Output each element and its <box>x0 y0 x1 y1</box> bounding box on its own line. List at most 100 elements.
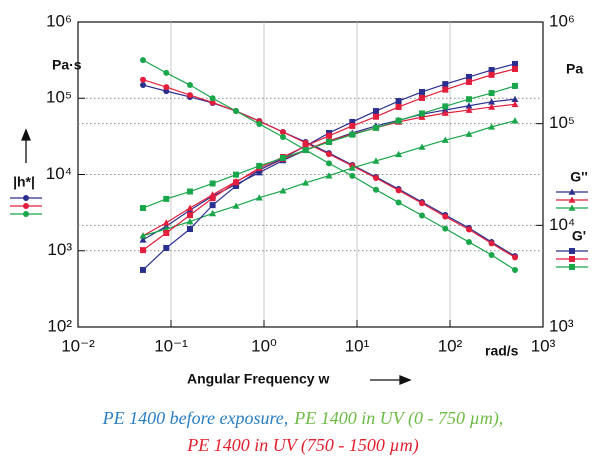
marker <box>395 187 402 194</box>
marker <box>419 88 426 95</box>
marker <box>488 98 496 105</box>
marker <box>372 186 379 193</box>
marker <box>326 132 333 139</box>
marker <box>302 179 310 186</box>
marker <box>395 103 402 110</box>
marker <box>256 120 263 127</box>
marker <box>441 136 449 143</box>
marker <box>186 188 193 195</box>
marker <box>488 251 495 258</box>
marker <box>465 106 473 113</box>
marker <box>186 204 194 211</box>
marker <box>279 187 287 194</box>
marker <box>349 118 356 125</box>
x-tick-label: 10⁻¹ <box>154 336 188 355</box>
x-arrow <box>370 375 412 385</box>
marker <box>465 130 473 137</box>
marker <box>140 266 147 273</box>
marker <box>442 103 449 110</box>
legend-marker <box>569 264 575 270</box>
marker <box>488 123 496 130</box>
marker <box>419 200 426 207</box>
marker <box>325 172 333 179</box>
marker <box>372 108 379 115</box>
marker <box>255 194 263 201</box>
y2-tick-label: 10⁶ <box>549 11 575 30</box>
y-tick-label: 10² <box>47 316 72 335</box>
marker <box>209 209 217 217</box>
marker <box>511 95 519 103</box>
legend-label: G' <box>572 228 586 244</box>
marker <box>139 236 147 243</box>
marker <box>512 254 519 261</box>
series-line <box>142 84 516 257</box>
marker <box>256 162 263 169</box>
x-tick-label: 10² <box>438 336 463 355</box>
marker <box>465 239 472 246</box>
caption-part: PE 1400 in UV (750 - 1500 µm) <box>186 435 419 456</box>
marker <box>326 151 333 158</box>
marker <box>512 65 519 72</box>
marker <box>140 76 147 83</box>
marker <box>512 266 519 273</box>
marker <box>209 195 216 202</box>
y-tick-label: 10⁴ <box>46 164 72 183</box>
marker <box>209 99 216 106</box>
y-tick-label: 10³ <box>47 240 72 259</box>
legend-marker <box>568 196 576 203</box>
marker <box>209 180 216 187</box>
marker <box>279 134 286 141</box>
marker <box>186 226 193 233</box>
marker <box>441 109 449 116</box>
marker <box>372 113 379 120</box>
y2-tick-label: 10⁵ <box>549 113 575 132</box>
marker <box>163 244 170 251</box>
marker <box>348 164 356 171</box>
legend-marker <box>568 204 576 211</box>
legend-marker <box>569 256 575 262</box>
y2-unit: Pa <box>566 61 583 77</box>
marker <box>186 82 193 89</box>
marker <box>233 171 240 178</box>
marker <box>418 113 426 120</box>
marker <box>232 202 240 209</box>
x-tick-label: 10⁻² <box>61 336 95 355</box>
marker <box>140 247 147 254</box>
marker <box>512 82 519 89</box>
marker <box>163 195 170 202</box>
marker <box>186 212 193 219</box>
marker <box>465 96 472 103</box>
marker <box>233 182 240 189</box>
y2-tick-label: 10³ <box>549 316 574 335</box>
marker <box>442 225 449 232</box>
marker <box>372 124 379 131</box>
legend-marker <box>568 188 576 195</box>
caption-line: PE 1400 before exposure, PE 1400 in UV (0… <box>102 408 504 429</box>
marker <box>395 150 403 158</box>
marker <box>140 205 147 212</box>
marker <box>140 82 147 89</box>
marker <box>442 86 449 93</box>
marker <box>512 60 519 67</box>
marker <box>418 143 426 150</box>
marker <box>163 69 170 76</box>
x-tick-label: 10¹ <box>345 336 370 355</box>
marker <box>419 212 426 219</box>
y-tick-label: 10⁵ <box>46 88 72 107</box>
legend-marker <box>23 203 29 209</box>
marker <box>488 103 496 110</box>
x-unit: rad/s <box>485 343 519 359</box>
marker <box>442 81 449 88</box>
caption-line: PE 1400 in UV (750 - 1500 µm) <box>186 435 419 456</box>
x-tick-label: 10⁰ <box>251 336 277 355</box>
marker <box>465 78 472 85</box>
x-axis-label: Angular Frequency w <box>187 371 329 387</box>
marker <box>511 117 519 124</box>
marker <box>395 199 402 206</box>
caption-part: PE 1400 in UV (0 - 750 µm), <box>293 408 503 429</box>
marker <box>186 92 193 99</box>
marker <box>465 102 473 109</box>
marker <box>326 139 333 146</box>
marker <box>139 232 147 239</box>
